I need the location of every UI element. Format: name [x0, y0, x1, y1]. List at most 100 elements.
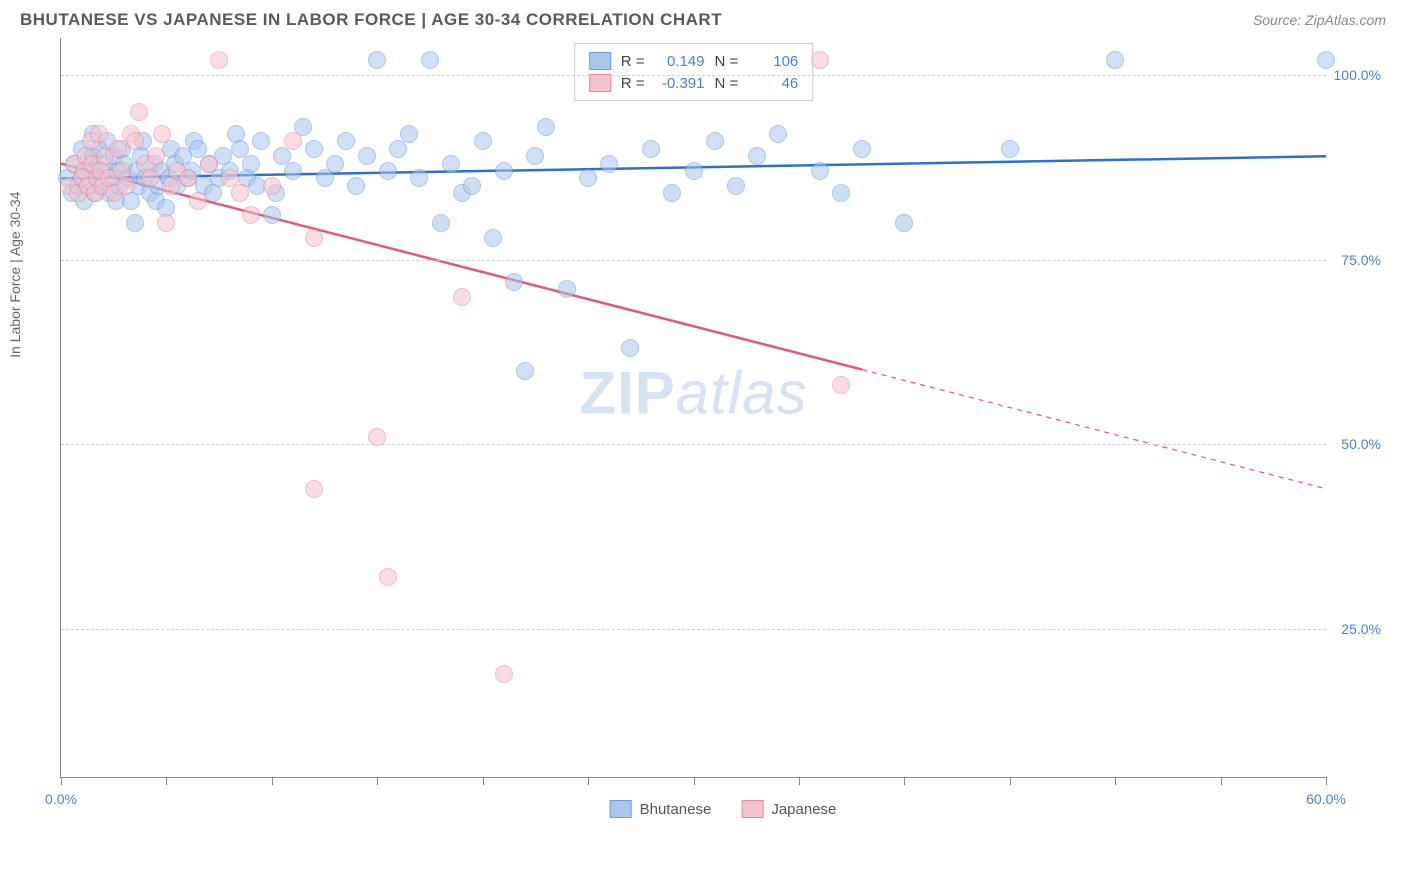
scatter-point [537, 118, 555, 136]
scatter-point [600, 155, 618, 173]
scatter-point [685, 162, 703, 180]
scatter-point [316, 169, 334, 187]
scatter-point [130, 103, 148, 121]
xtick-label: 0.0% [45, 791, 77, 807]
xtick [166, 777, 167, 785]
xtick [483, 777, 484, 785]
scatter-point [210, 51, 228, 69]
scatter-point [305, 140, 323, 158]
scatter-point [1106, 51, 1124, 69]
scatter-point [621, 339, 639, 357]
scatter-point [90, 125, 108, 143]
scatter-point [305, 480, 323, 498]
scatter-point [141, 169, 159, 187]
ytick-label: 50.0% [1341, 436, 1381, 452]
xtick [61, 777, 62, 785]
scatter-point [432, 214, 450, 232]
scatter-point [1001, 140, 1019, 158]
scatter-point [305, 229, 323, 247]
scatter-point [126, 132, 144, 150]
scatter-point [642, 140, 660, 158]
gridline [61, 75, 1326, 76]
scatter-point [242, 155, 260, 173]
scatter-point [421, 51, 439, 69]
scatter-point [811, 51, 829, 69]
scatter-point [832, 376, 850, 394]
scatter-point [284, 132, 302, 150]
xtick-label: 60.0% [1306, 791, 1346, 807]
scatter-point [558, 280, 576, 298]
scatter-point [263, 206, 281, 224]
bottom-legend: Bhutanese Japanese [610, 800, 837, 818]
gridline [61, 629, 1326, 630]
scatter-point [832, 184, 850, 202]
scatter-point [347, 177, 365, 195]
stats-swatch [589, 74, 611, 92]
scatter-point [463, 177, 481, 195]
scatter-point [368, 428, 386, 446]
scatter-point [579, 169, 597, 187]
scatter-point [495, 665, 513, 683]
legend-label: Bhutanese [640, 801, 712, 818]
scatter-point [1317, 51, 1335, 69]
scatter-point [811, 162, 829, 180]
ytick-label: 25.0% [1341, 621, 1381, 637]
stats-r-value: -0.391 [655, 75, 705, 92]
legend-swatch [610, 800, 632, 818]
scatter-point [157, 214, 175, 232]
stats-legend: R = 0.149 N = 106 R = -0.391 N = 46 [574, 43, 814, 101]
legend-label: Japanese [771, 801, 836, 818]
xtick [1326, 777, 1327, 785]
scatter-point [231, 184, 249, 202]
scatter-point [242, 206, 260, 224]
scatter-point [495, 162, 513, 180]
xtick [1115, 777, 1116, 785]
scatter-point [453, 288, 471, 306]
legend-swatch [741, 800, 763, 818]
chart-header: BHUTANESE VS JAPANESE IN LABOR FORCE | A… [0, 0, 1406, 38]
scatter-point [326, 155, 344, 173]
scatter-point [389, 140, 407, 158]
stats-n-value: 106 [748, 53, 798, 70]
scatter-point [117, 177, 135, 195]
stats-n-label: N = [715, 53, 739, 70]
stats-swatch [589, 52, 611, 70]
scatter-point [379, 568, 397, 586]
scatter-point [109, 140, 127, 158]
chart-container: In Labor Force | Age 30-34 ZIPatlas R = … [60, 38, 1386, 828]
chart-title: BHUTANESE VS JAPANESE IN LABOR FORCE | A… [20, 10, 722, 30]
xtick [1010, 777, 1011, 785]
xtick [1221, 777, 1222, 785]
stats-r-value: 0.149 [655, 53, 705, 70]
ytick-label: 75.0% [1341, 252, 1381, 268]
scatter-point [400, 125, 418, 143]
scatter-point [853, 140, 871, 158]
scatter-point [505, 273, 523, 291]
plot-area: ZIPatlas R = 0.149 N = 106 R = -0.391 N … [60, 38, 1326, 778]
gridline [61, 260, 1326, 261]
scatter-point [474, 132, 492, 150]
ytick-label: 100.0% [1334, 67, 1381, 83]
gridline [61, 444, 1326, 445]
scatter-point [358, 147, 376, 165]
scatter-point [126, 214, 144, 232]
xtick [904, 777, 905, 785]
stats-n-value: 46 [748, 75, 798, 92]
xtick [272, 777, 273, 785]
scatter-point [189, 192, 207, 210]
scatter-point [200, 155, 218, 173]
scatter-point [379, 162, 397, 180]
scatter-point [410, 169, 428, 187]
legend-item: Japanese [741, 800, 836, 818]
scatter-point [179, 169, 197, 187]
trend-lines [61, 38, 1326, 777]
xtick [377, 777, 378, 785]
scatter-point [153, 125, 171, 143]
scatter-point [147, 147, 165, 165]
stats-r-label: R = [621, 53, 645, 70]
scatter-point [769, 125, 787, 143]
scatter-point [663, 184, 681, 202]
scatter-point [368, 51, 386, 69]
scatter-point [748, 147, 766, 165]
y-axis-label: In Labor Force | Age 30-34 [7, 192, 23, 358]
